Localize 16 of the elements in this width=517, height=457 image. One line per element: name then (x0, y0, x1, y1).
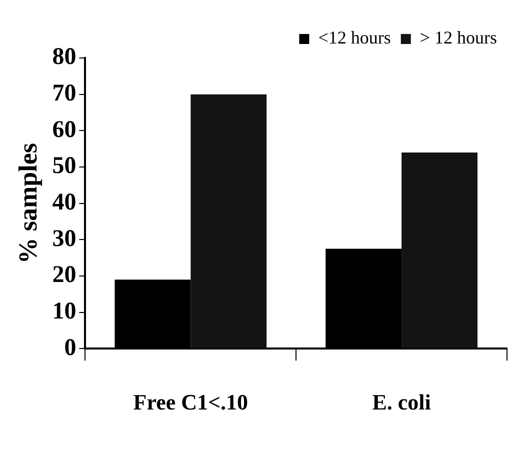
y-tick-label: 60 (52, 116, 76, 143)
y-tick-label: 50 (52, 153, 76, 180)
x-tick-label: E. coli (372, 389, 431, 414)
y-axis-title: % samples (13, 142, 42, 264)
y-tick-label: 70 (52, 80, 76, 107)
legend-label: > 12 hours (420, 28, 498, 48)
y-tick-label: 40 (52, 190, 76, 216)
y-tick-label: 20 (52, 262, 76, 288)
legend-label: <12 hours (318, 28, 391, 48)
y-tick-label: 80 (52, 44, 76, 70)
x-tick-label: Free C1<.10 (133, 389, 248, 414)
y-tick-label: 10 (52, 298, 76, 324)
bar (402, 152, 478, 348)
y-tick-label: 0 (64, 334, 76, 361)
bar (190, 94, 267, 348)
y-tick-label: 30 (52, 226, 76, 252)
